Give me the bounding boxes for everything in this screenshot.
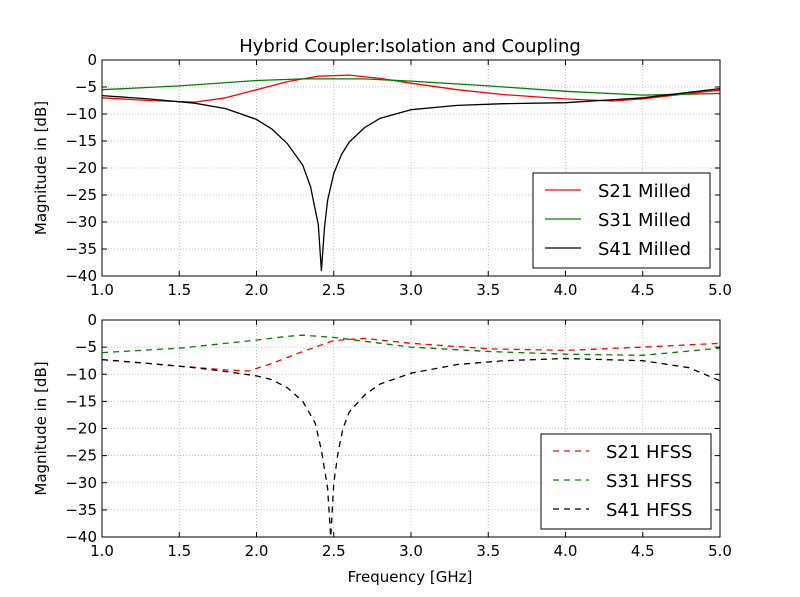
x-tick-label: 3.0 [399, 281, 423, 299]
x-tick-label: 3.5 [476, 281, 500, 299]
y-tick-label: 0 [87, 311, 97, 329]
legend-box [540, 433, 712, 530]
y-tick-label: −40 [65, 267, 97, 285]
legend-label: S21 HFSS [606, 442, 692, 463]
x-tick-label: 5.0 [708, 281, 732, 299]
y-tick-label: −10 [65, 105, 97, 123]
top-subplot: 1.0 1.5 2.0 2.5 3.0 3.5 4.0 4.5 5.0 0 −5 −10 −15 −20 −… [32, 51, 732, 299]
x-tick-label: 2.0 [245, 281, 269, 299]
x-tick-label: 3.5 [476, 542, 500, 560]
y-tick-label: −30 [65, 213, 97, 231]
x-tick-label: 3.0 [399, 542, 423, 560]
x-tick-label: 1.0 [90, 542, 114, 560]
x-tick-label: 1.0 [90, 281, 114, 299]
x-tick-label: 5.0 [708, 542, 732, 560]
x-axis-label: Frequency [GHz] [348, 568, 473, 586]
x-tick-label: 2.5 [322, 281, 346, 299]
x-tick-label: 4.0 [554, 281, 578, 299]
plot-frame [101, 59, 721, 277]
y-tick-label: −25 [65, 186, 97, 204]
y-axis-label: Magnitude in [dB] [32, 101, 50, 235]
y-axis-label: Magnitude in [dB] [32, 361, 50, 495]
series-line-s41-hfss [102, 357, 720, 537]
x-tick-label: 4.5 [631, 281, 655, 299]
legend: S21 HFSS S31 HFSS S41 HFSS [540, 433, 712, 530]
x-tick-label: 1.5 [167, 542, 191, 560]
legend-label: S31 Milled [598, 210, 691, 231]
x-tick-label: 2.0 [245, 542, 269, 560]
series-line-s21-hfss [102, 337, 720, 372]
series-line-s41-milled [102, 87, 720, 272]
legend-label: S41 HFSS [606, 500, 692, 521]
bottom-subplot: 1.0 1.5 2.0 2.5 3.0 3.5 4.0 4.5 5.0 0 −5 −10 −15 −20 −… [32, 311, 732, 560]
series-group [102, 334, 720, 537]
y-tick-label: −35 [65, 240, 97, 258]
y-tick-label: −25 [65, 447, 97, 465]
legend-label: S31 HFSS [606, 471, 692, 492]
legend-box [532, 172, 711, 269]
x-tick-label: 1.5 [167, 281, 191, 299]
x-tick-label: 4.0 [554, 542, 578, 560]
y-tick-label: 0 [87, 51, 97, 69]
y-tick-label: −20 [65, 159, 97, 177]
y-tick-label: −40 [65, 528, 97, 546]
y-tick-label: −30 [65, 474, 97, 492]
series-line-s31-hfss [102, 334, 720, 356]
legend-label: S41 Milled [598, 239, 691, 260]
series-line-s31-milled [102, 78, 720, 96]
y-tick-label: −15 [65, 392, 97, 410]
chart-title: Hybrid Coupler:Isolation and Coupling [239, 36, 581, 57]
series-group [102, 74, 720, 272]
y-tick-label: −15 [65, 132, 97, 150]
legend-label: S21 Milled [598, 181, 691, 202]
y-tick-label: −10 [65, 365, 97, 383]
legend: S21 Milled S31 Milled S41 Milled [532, 172, 711, 269]
y-tick-label: −5 [75, 338, 97, 356]
y-tick-label: −20 [65, 420, 97, 438]
y-tick-label: −35 [65, 501, 97, 519]
y-tick-label: −5 [75, 78, 97, 96]
x-tick-label: 2.5 [322, 542, 346, 560]
x-tick-label: 4.5 [631, 542, 655, 560]
series-line-s21-milled [102, 74, 720, 103]
plot-frame [101, 319, 721, 538]
